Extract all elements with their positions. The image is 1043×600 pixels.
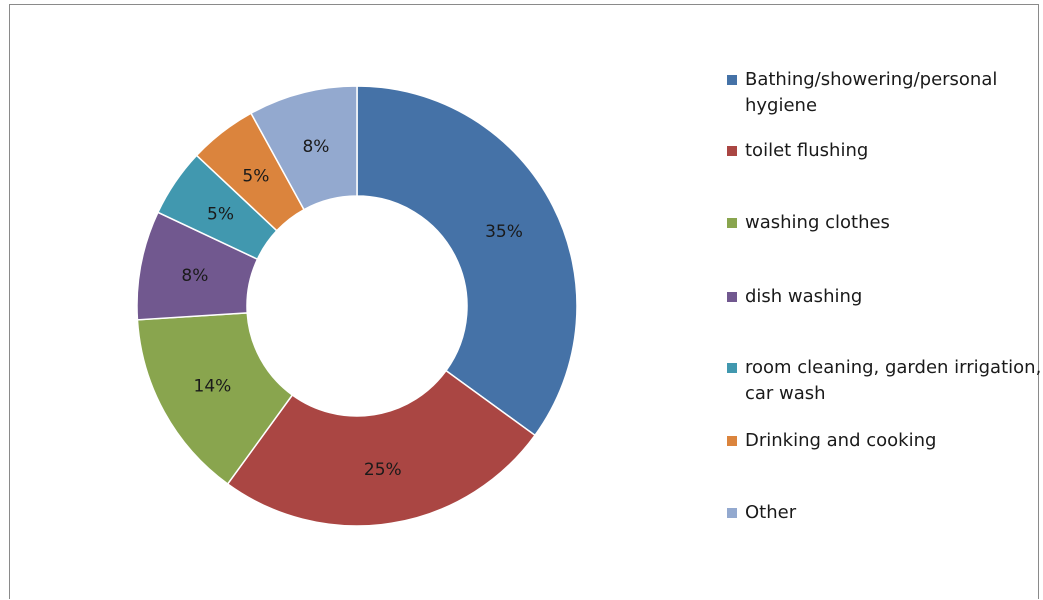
legend-label-toilet-flushing: toilet flushing bbox=[745, 140, 869, 161]
legend-swatch-room-cleaning bbox=[727, 363, 737, 373]
donut-chart: 35% 25% 14% 8% 5% 5% 8% bbox=[136, 85, 578, 527]
data-label-other: 8% bbox=[302, 137, 329, 157]
legend-swatch-dish-washing bbox=[727, 292, 737, 302]
legend-label-bathing: Bathing/showering/personal hygiene bbox=[745, 69, 998, 116]
legend-swatch-toilet-flushing bbox=[727, 146, 737, 156]
legend-label-room-cleaning: room cleaning, garden irrigation, car wa… bbox=[745, 357, 1042, 404]
legend-swatch-bathing bbox=[727, 75, 737, 85]
legend-label-other: Other bbox=[745, 502, 797, 523]
chart-area: 35% 25% 14% 8% 5% 5% 8% Bathing/showering/pers… bbox=[9, 4, 1041, 599]
donut-slice-toilet-flushing bbox=[226, 369, 537, 527]
legend-item-washing-clothes: washing clothes bbox=[727, 210, 1043, 236]
legend-item-drinking-cooking: Drinking and cooking bbox=[727, 428, 1043, 454]
data-label-room-cleaning: 5% bbox=[207, 204, 234, 224]
legend-swatch-other bbox=[727, 508, 737, 518]
legend-item-room-cleaning: room cleaning, garden irrigation, car wa… bbox=[727, 355, 1043, 407]
donut-slice-bathing bbox=[356, 85, 578, 437]
legend-swatch-drinking-cooking bbox=[727, 436, 737, 446]
data-label-toilet-flushing: 25% bbox=[364, 460, 402, 480]
legend-swatch-washing-clothes bbox=[727, 218, 737, 228]
legend-label-drinking-cooking: Drinking and cooking bbox=[745, 430, 937, 451]
donut-slice-other bbox=[249, 85, 358, 211]
legend-label-washing-clothes: washing clothes bbox=[745, 212, 890, 233]
legend-item-bathing: Bathing/showering/personal hygiene bbox=[727, 67, 1043, 119]
data-label-drinking-cooking: 5% bbox=[242, 167, 269, 187]
legend-item-toilet-flushing: toilet flushing bbox=[727, 138, 1043, 164]
data-label-washing-clothes: 14% bbox=[194, 376, 232, 396]
legend-item-dish-washing: dish washing bbox=[727, 284, 1043, 310]
legend-item-other: Other bbox=[727, 500, 1043, 526]
data-label-dish-washing: 8% bbox=[181, 266, 208, 286]
data-label-bathing: 35% bbox=[485, 222, 523, 242]
legend-label-dish-washing: dish washing bbox=[745, 286, 863, 307]
